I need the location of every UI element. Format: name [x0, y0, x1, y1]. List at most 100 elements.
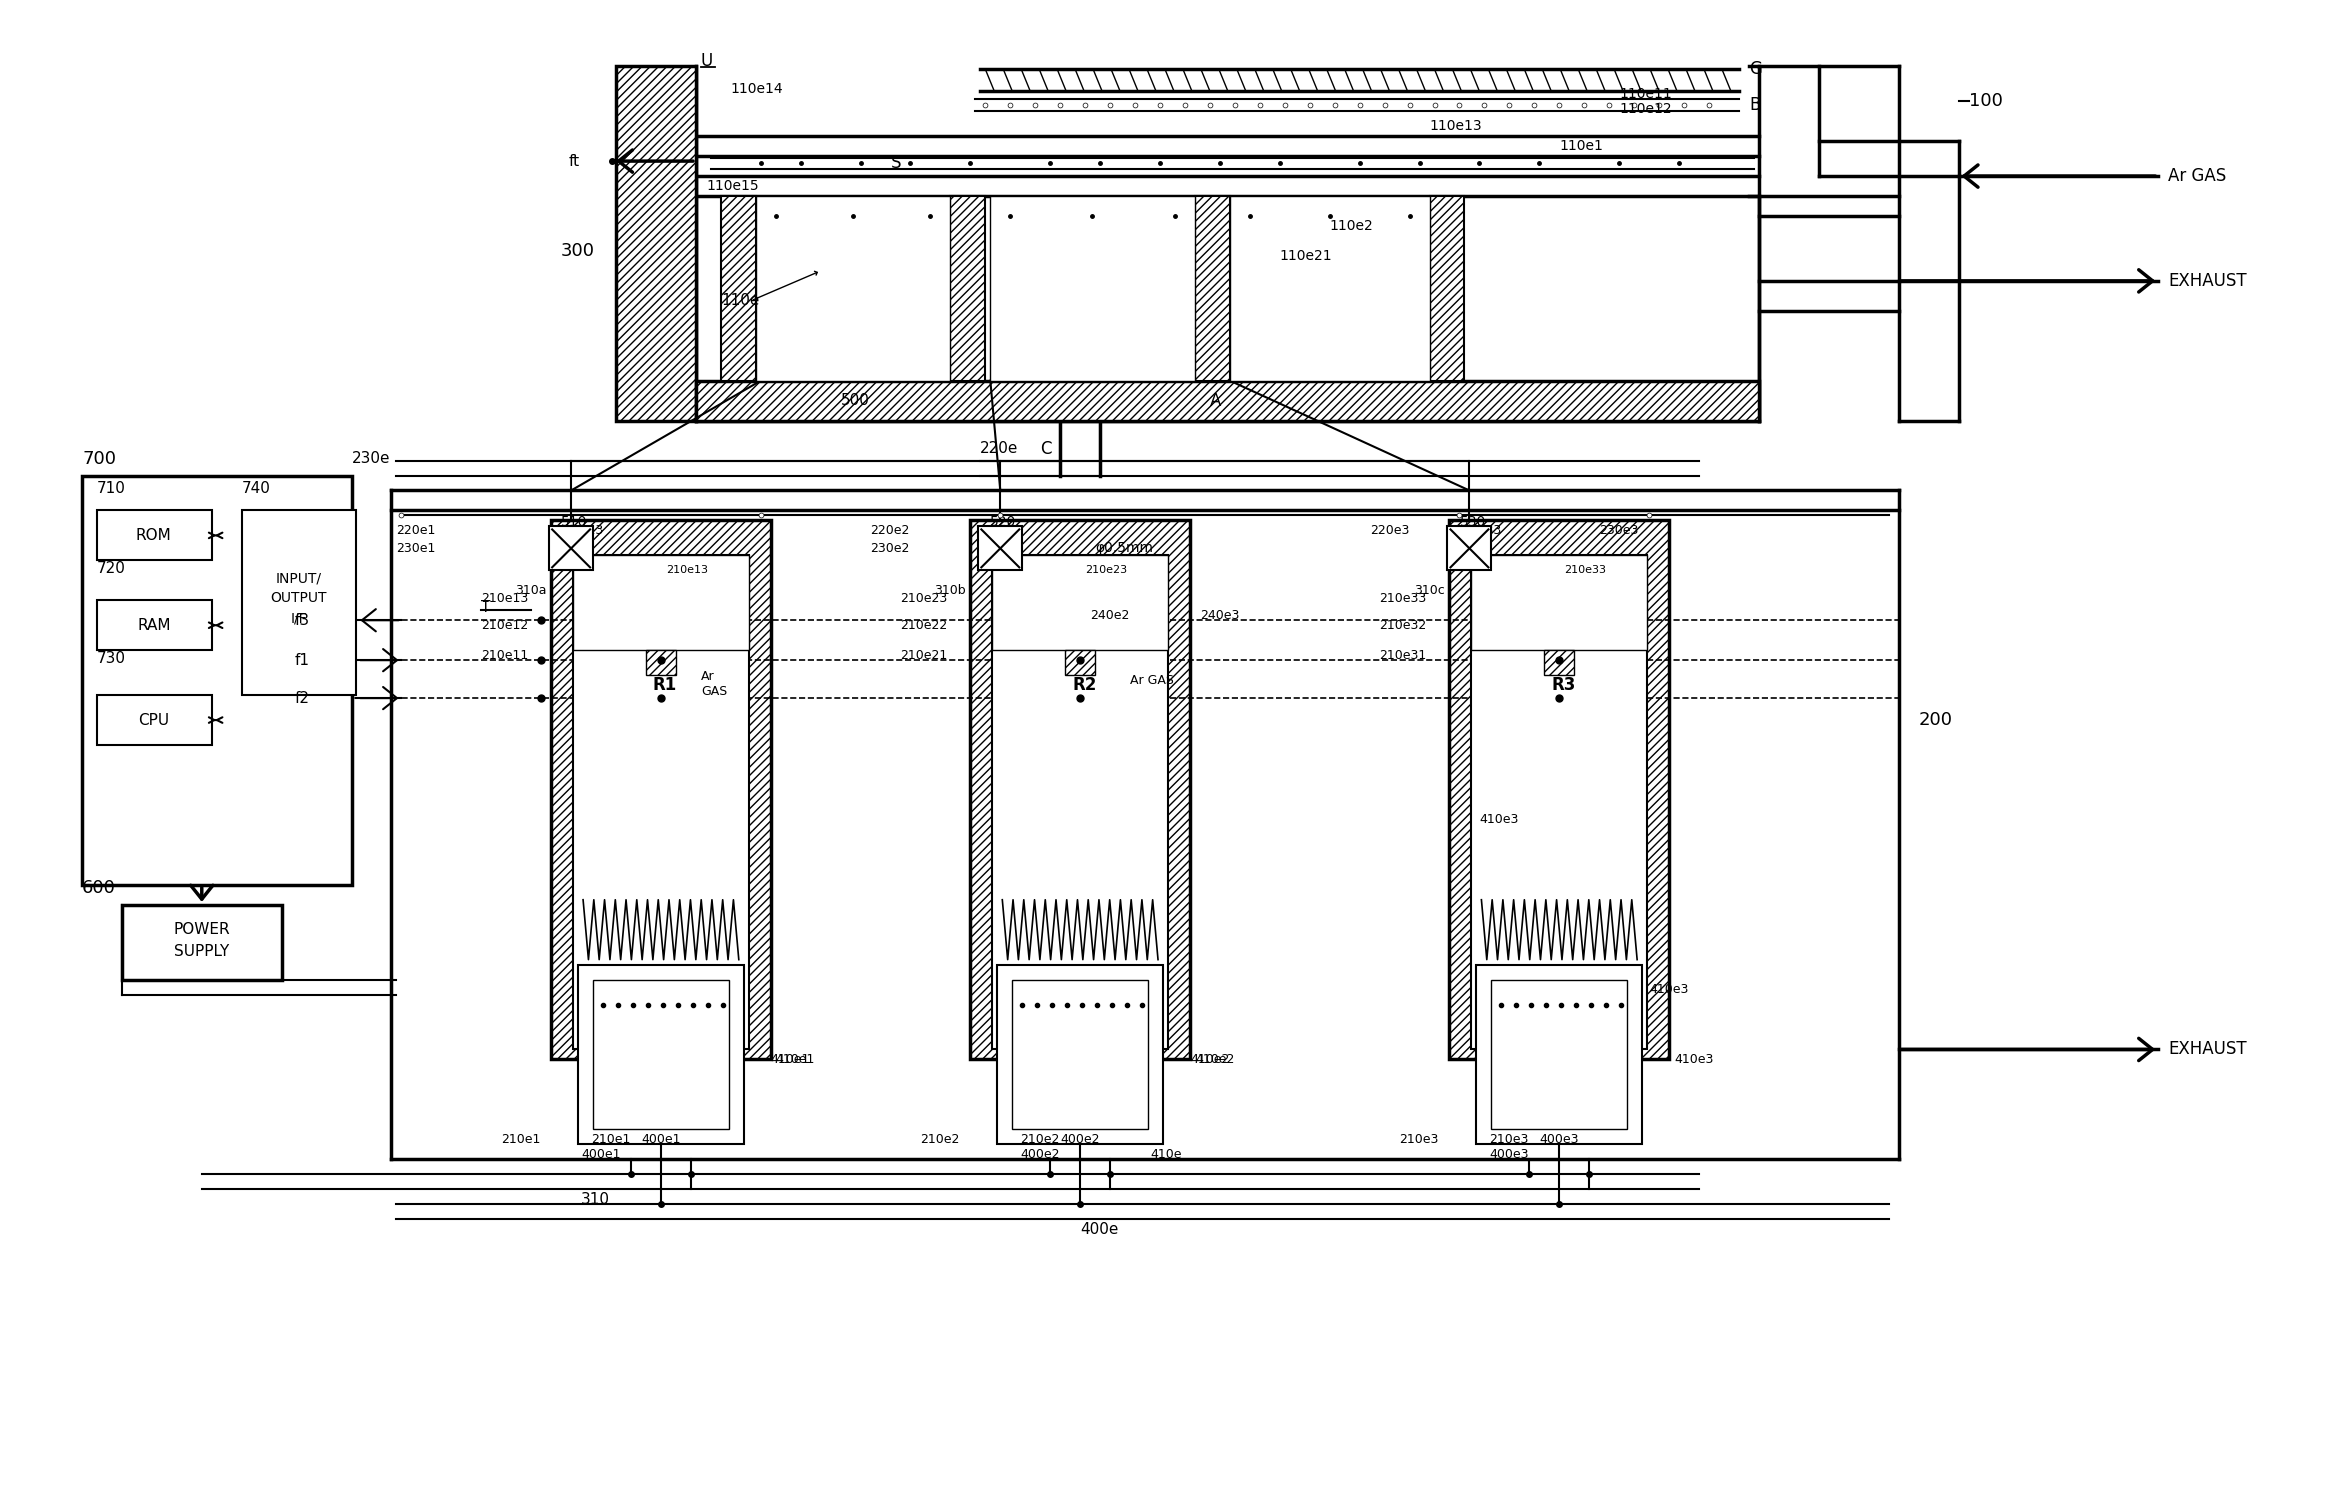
Bar: [551, 521, 771, 1059]
Text: I/F: I/F: [290, 611, 306, 625]
Text: 110e12: 110e12: [1619, 102, 1673, 116]
Bar: [1472, 556, 1647, 1050]
Text: 210e23: 210e23: [1086, 565, 1128, 575]
Bar: [98, 696, 213, 745]
Bar: [979, 527, 1023, 571]
Bar: [696, 381, 1759, 420]
Text: 400e2: 400e2: [1021, 1148, 1061, 1161]
Bar: [241, 511, 357, 696]
Text: 410e3: 410e3: [1675, 1053, 1712, 1066]
Text: 500: 500: [841, 393, 869, 408]
Text: 210e13: 210e13: [481, 592, 528, 605]
Text: 720: 720: [98, 560, 126, 575]
Bar: [617, 66, 696, 420]
Text: 210e11: 210e11: [481, 649, 528, 661]
Text: 240e2: 240e2: [1091, 608, 1131, 622]
Text: 410e2: 410e2: [1196, 1053, 1233, 1066]
Text: 210e12: 210e12: [481, 619, 528, 631]
Bar: [990, 196, 1196, 381]
Bar: [1476, 965, 1642, 1145]
Text: ft: ft: [570, 154, 579, 169]
Text: R1: R1: [654, 676, 677, 694]
Text: 110e11: 110e11: [1619, 87, 1673, 101]
Text: 400e3: 400e3: [1490, 1148, 1528, 1161]
Text: 400e1: 400e1: [640, 1133, 680, 1146]
Bar: [82, 476, 350, 884]
Text: 210e13: 210e13: [666, 565, 708, 575]
Text: T: T: [481, 599, 491, 614]
Bar: [1448, 527, 1490, 571]
Bar: [647, 651, 675, 675]
Text: 530: 530: [1460, 515, 1486, 530]
Text: 410e3: 410e3: [1649, 983, 1689, 995]
Text: A: A: [1210, 392, 1222, 410]
Text: S: S: [890, 154, 902, 172]
Text: 110e: 110e: [722, 294, 759, 309]
Text: 210e23: 210e23: [976, 524, 1023, 538]
Bar: [1490, 979, 1628, 1130]
Bar: [1196, 196, 1229, 381]
Text: 230e3: 230e3: [1600, 524, 1638, 538]
Text: 400e: 400e: [1079, 1221, 1119, 1236]
Text: 210e22: 210e22: [899, 619, 948, 631]
Bar: [1229, 196, 1430, 381]
Text: 600: 600: [82, 878, 117, 896]
Text: 210e1: 210e1: [502, 1133, 540, 1146]
Text: INPUT/: INPUT/: [276, 571, 322, 586]
Text: 310a: 310a: [514, 584, 547, 596]
Text: 400e3: 400e3: [1539, 1133, 1579, 1146]
Text: f3: f3: [294, 613, 311, 628]
Text: 310: 310: [582, 1191, 610, 1206]
Text: 700: 700: [82, 450, 117, 467]
Text: 110e15: 110e15: [708, 179, 759, 193]
Text: 410e: 410e: [1149, 1148, 1182, 1161]
Text: 410e2: 410e2: [1189, 1053, 1229, 1066]
Bar: [1544, 651, 1574, 675]
Text: OUTPUT: OUTPUT: [271, 592, 327, 605]
Text: EXHAUST: EXHAUST: [2168, 273, 2247, 289]
Text: 210e2: 210e2: [1021, 1133, 1061, 1146]
Bar: [549, 527, 593, 571]
Text: POWER: POWER: [173, 922, 231, 937]
Text: 110e1: 110e1: [1558, 139, 1602, 154]
Text: EXHAUST: EXHAUST: [2168, 1041, 2247, 1059]
Text: 210e2: 210e2: [920, 1133, 960, 1146]
Text: 710: 710: [98, 480, 126, 495]
Bar: [577, 965, 743, 1145]
Text: 110e21: 110e21: [1280, 248, 1332, 264]
Bar: [997, 965, 1163, 1145]
Text: Ar GAS: Ar GAS: [1131, 673, 1175, 687]
Bar: [1011, 979, 1147, 1130]
Bar: [98, 511, 213, 560]
Bar: [121, 905, 283, 979]
Text: 220e3: 220e3: [1369, 524, 1409, 538]
Text: 210e13: 210e13: [556, 524, 603, 538]
Text: 310b: 310b: [934, 584, 965, 596]
Text: 230e2: 230e2: [871, 542, 911, 554]
Text: C: C: [1040, 440, 1051, 458]
Text: 110e2: 110e2: [1329, 218, 1374, 233]
Text: 200: 200: [1918, 711, 1953, 729]
Text: 110e13: 110e13: [1430, 119, 1481, 133]
Text: Ar GAS: Ar GAS: [2168, 167, 2226, 185]
Text: φ0.5mm: φ0.5mm: [1096, 541, 1154, 556]
Bar: [593, 979, 729, 1130]
Text: Ar
GAS: Ar GAS: [701, 670, 726, 699]
Text: U: U: [701, 53, 712, 71]
Bar: [1472, 556, 1647, 651]
Bar: [1430, 196, 1465, 381]
Text: 520: 520: [990, 515, 1016, 530]
Bar: [969, 521, 1189, 1059]
Bar: [951, 196, 986, 381]
Text: 230e1: 230e1: [397, 542, 437, 554]
Text: 220e: 220e: [981, 441, 1018, 456]
Text: R3: R3: [1551, 676, 1577, 694]
Text: 210e1: 210e1: [591, 1133, 631, 1146]
Text: 210e33: 210e33: [1455, 524, 1502, 538]
Text: 730: 730: [98, 651, 126, 666]
Text: 220e2: 220e2: [871, 524, 911, 538]
Text: 210e31: 210e31: [1381, 649, 1427, 661]
Text: 410e1: 410e1: [776, 1053, 815, 1066]
Text: 510: 510: [561, 515, 586, 530]
Text: 210e21: 210e21: [899, 649, 948, 661]
